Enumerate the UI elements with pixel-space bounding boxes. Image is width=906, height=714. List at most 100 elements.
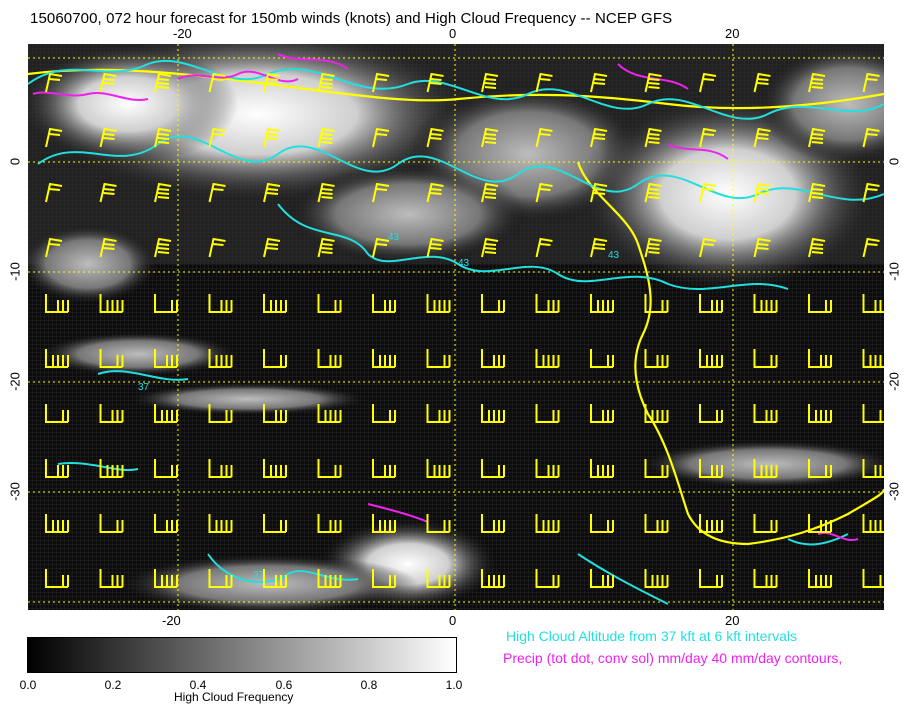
- wind-barb-icon: [808, 514, 832, 533]
- wind-barb-icon: [317, 72, 335, 93]
- wind-barb-icon: [644, 514, 669, 533]
- wind-barb-icon: [372, 294, 396, 313]
- contour-line: [97, 370, 189, 381]
- coastline-path: [28, 68, 884, 110]
- right-tick-label: -20: [886, 372, 902, 391]
- wind-barb-icon: [208, 404, 233, 423]
- cloud-altitude-contours: 43 43 43 37 37: [28, 59, 884, 605]
- wind-barb-icon: [99, 349, 124, 368]
- wind-barb-icon: [699, 349, 723, 368]
- top-tick-label: 0: [449, 26, 457, 41]
- bottom-tick-label: -20: [162, 613, 181, 628]
- wind-barb-icon: [590, 514, 614, 533]
- right-tick-label: -30: [886, 482, 902, 501]
- wind-barb-icon: [154, 404, 178, 423]
- cloud-mass: [28, 44, 238, 164]
- wind-barb-icon: [317, 459, 342, 478]
- wind-barb-icon: [590, 182, 608, 203]
- right-tick-label: -10: [886, 262, 902, 281]
- wind-barb-icon: [644, 127, 662, 148]
- wind-barb-icon: [45, 404, 69, 423]
- wind-barb-icon: [426, 237, 444, 258]
- cloud-frequency-field: [28, 44, 884, 610]
- wind-barb-icon: [208, 182, 226, 203]
- colorbar-tick-label: 1.0: [445, 678, 463, 692]
- contour-label: 43: [608, 250, 620, 261]
- wind-barb-icon: [317, 127, 335, 148]
- wind-barb-icon: [481, 72, 499, 93]
- contour-line: [57, 462, 139, 471]
- wind-barb-icon: [753, 237, 771, 258]
- wind-barb-icon: [535, 182, 553, 203]
- wind-barb-icon: [263, 237, 281, 258]
- contour-line: [277, 203, 789, 290]
- wind-barb-icon: [208, 569, 233, 588]
- wind-barb-icon: [862, 569, 884, 588]
- colorbar-tick-label: 0.0: [19, 678, 37, 692]
- wind-barb-icon: [263, 569, 287, 588]
- left-tick-label: 0: [7, 157, 23, 166]
- wind-barb-icon: [753, 72, 771, 93]
- wind-barb-icon: [372, 349, 396, 368]
- wind-barb-icon: [372, 514, 396, 533]
- top-tick-label: 20: [725, 26, 740, 41]
- wind-barb-icon: [45, 237, 63, 258]
- wind-barb-icon: [317, 514, 342, 533]
- contour-label: 37: [138, 382, 150, 393]
- wind-barb-icon: [208, 127, 226, 148]
- wind-barb-icon: [590, 72, 608, 93]
- wind-barb-icon: [699, 459, 723, 478]
- wind-barb-icon: [644, 237, 662, 258]
- left-tick-label: -10: [7, 262, 23, 281]
- wind-barb-icon: [481, 569, 505, 588]
- map-title: 15060700, 072 hour forecast for 150mb wi…: [30, 10, 673, 27]
- wind-barb-icon: [45, 127, 63, 148]
- wind-barb-icon: [590, 404, 614, 423]
- bottom-tick-label: 20: [725, 613, 740, 628]
- wind-barb-icon: [753, 569, 778, 588]
- wind-barb-icon: [208, 514, 233, 533]
- contour-label: 43: [458, 258, 470, 269]
- cloud-mass: [28, 224, 158, 304]
- wind-barb-icon: [154, 459, 178, 478]
- wind-barb-icon: [535, 127, 553, 148]
- contour-line: [28, 59, 884, 120]
- wind-barb-icon: [535, 294, 560, 313]
- wind-barb-icon: [263, 72, 281, 93]
- wind-barb-icon: [644, 569, 669, 588]
- wind-barb-icon: [753, 404, 778, 423]
- wind-barb-icon: [481, 514, 505, 533]
- wind-barb-icon: [535, 72, 553, 93]
- wind-barb-icon: [481, 404, 505, 423]
- wind-barb-icon: [644, 459, 669, 478]
- top-tick-label: -20: [173, 26, 192, 41]
- wind-barb-icon: [317, 237, 335, 258]
- wind-barb-icon: [535, 569, 560, 588]
- wind-barb-icon: [208, 237, 226, 258]
- wind-barb-icon: [372, 127, 390, 148]
- wind-barb-icon: [263, 294, 287, 313]
- wind-barb-icon: [317, 294, 342, 313]
- wind-barb-icon: [862, 182, 880, 203]
- wind-barb-icon: [45, 294, 69, 313]
- wind-barb-icon: [590, 569, 614, 588]
- wind-barb-icon: [208, 72, 226, 93]
- wind-barb-icon: [317, 349, 342, 368]
- wind-barb-icon: [154, 182, 172, 203]
- wind-barb-icon: [372, 237, 390, 258]
- wind-barb-icon: [699, 294, 723, 313]
- wind-barb-icon: [862, 237, 880, 258]
- wind-barb-icon: [481, 182, 499, 203]
- wind-barb-icon: [426, 72, 444, 93]
- wind-barb-icon: [154, 294, 178, 313]
- wind-barb-icon: [154, 349, 178, 368]
- cloud-streak: [38, 332, 238, 376]
- wind-barb-icon: [154, 237, 172, 258]
- bottom-tick-label: 0: [449, 613, 457, 628]
- wind-barb-icon: [426, 459, 451, 478]
- wind-barb-icon: [699, 127, 717, 148]
- wind-barb-icon: [699, 72, 717, 93]
- contour-line: [37, 135, 884, 201]
- precip-contour: [817, 531, 859, 542]
- wind-barb-icon: [45, 72, 63, 93]
